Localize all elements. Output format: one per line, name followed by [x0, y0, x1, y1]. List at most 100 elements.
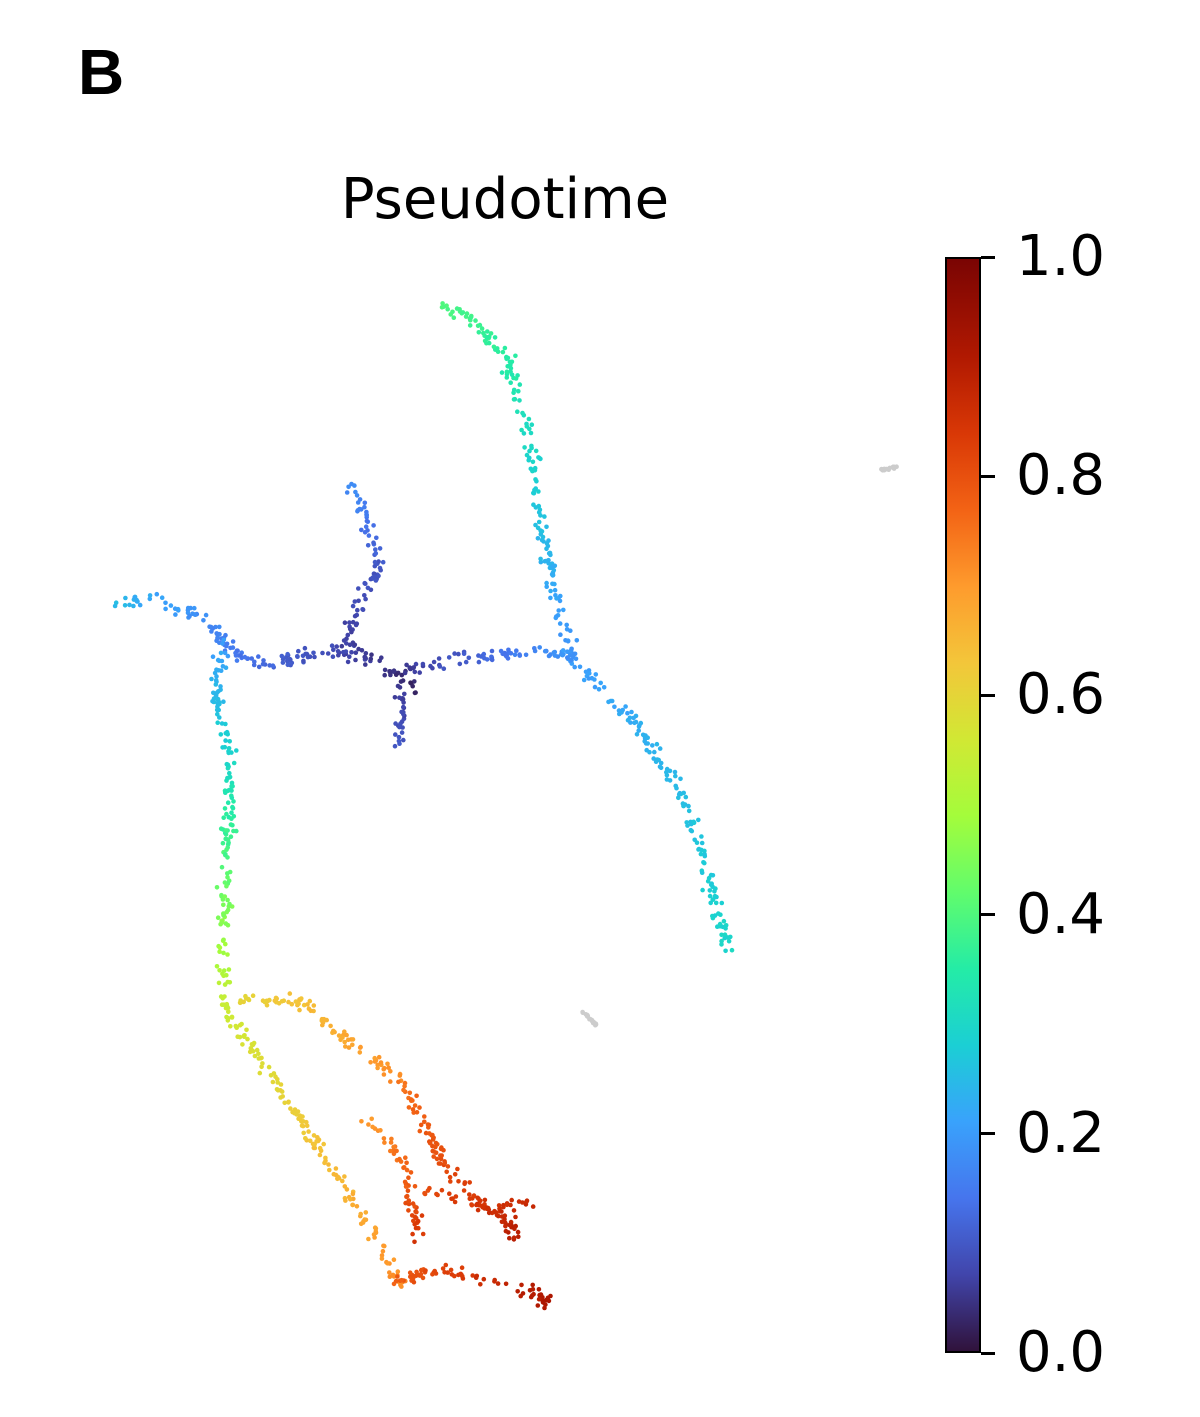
cell-point — [287, 991, 293, 996]
cell-point — [664, 772, 670, 778]
cell-point — [404, 1193, 410, 1199]
cell-point — [492, 1209, 498, 1214]
cell-point — [515, 1229, 521, 1235]
cell-point — [574, 638, 580, 643]
cell-point — [159, 595, 165, 600]
colorbar-tick — [981, 1132, 995, 1136]
cell-point — [201, 618, 206, 623]
cell-point — [583, 669, 589, 675]
cell-point — [452, 1172, 458, 1177]
colorbar-tick-label: 0.6 — [1016, 662, 1106, 728]
cell-point — [689, 828, 695, 834]
cell-point — [234, 658, 240, 663]
cell-point — [700, 887, 705, 893]
cell-point — [533, 477, 538, 482]
cell-point — [427, 1131, 432, 1136]
cell-point — [463, 659, 469, 665]
cell-point — [504, 1202, 510, 1208]
cell-point — [699, 870, 705, 875]
cell-point — [224, 883, 229, 889]
cell-point — [307, 998, 313, 1004]
cell-point — [218, 826, 224, 831]
cell-point — [219, 864, 225, 870]
cell-point — [163, 600, 168, 606]
cell-point — [883, 466, 889, 472]
cell-point — [385, 1061, 390, 1067]
cell-point — [527, 455, 532, 461]
cell-point — [565, 638, 571, 643]
cell-point — [520, 1291, 526, 1296]
cell-point — [275, 1080, 281, 1085]
cell-point — [260, 661, 266, 667]
cell-point — [343, 1198, 348, 1203]
cell-point — [656, 757, 661, 763]
cell-point — [544, 546, 549, 552]
cell-point — [498, 648, 504, 654]
cell-point — [270, 1079, 276, 1085]
cell-point — [418, 1122, 424, 1128]
cell-point — [476, 330, 482, 335]
cell-point — [211, 690, 216, 696]
cell-point — [372, 1235, 377, 1240]
cell-point — [422, 1190, 427, 1196]
cell-point — [362, 530, 368, 535]
cell-point — [122, 603, 128, 608]
cell-point — [378, 567, 384, 573]
cell-point — [411, 1110, 417, 1115]
cell-point — [485, 1205, 491, 1211]
cell-point — [296, 648, 301, 654]
cell-point — [312, 1142, 317, 1147]
cell-point — [702, 860, 707, 866]
cell-point — [227, 980, 233, 985]
cell-point — [513, 376, 519, 381]
cell-point — [221, 637, 227, 643]
cell-point — [311, 650, 316, 656]
cell-point — [361, 1219, 366, 1224]
cell-point — [530, 1293, 535, 1298]
cell-point — [187, 613, 192, 619]
cell-point — [350, 1191, 356, 1197]
cell-point — [342, 1039, 348, 1045]
cell-point — [357, 506, 362, 512]
cell-point — [719, 900, 725, 906]
colorbar — [945, 257, 981, 1353]
cell-point — [516, 388, 521, 394]
cell-point — [397, 1156, 402, 1162]
cell-point — [222, 894, 228, 899]
cell-point — [433, 1144, 438, 1150]
cell-point — [404, 1160, 409, 1166]
cell-point — [467, 1180, 473, 1185]
cell-point — [447, 1174, 453, 1180]
cell-point — [242, 654, 248, 660]
cell-point — [473, 1275, 479, 1280]
cell-point — [512, 396, 518, 402]
cell-point — [598, 680, 603, 686]
cell-point — [408, 680, 414, 686]
cell-point — [217, 715, 222, 720]
cell-point — [536, 1287, 542, 1292]
cell-point — [227, 770, 232, 776]
cell-point — [289, 1001, 295, 1007]
cell-point — [220, 664, 226, 669]
cell-point — [499, 370, 505, 375]
cell-point — [147, 593, 153, 598]
cell-point — [538, 556, 543, 562]
cell-point — [210, 699, 215, 704]
cell-point — [692, 837, 697, 843]
colorbar-tick-label: 1.0 — [1016, 224, 1106, 289]
cell-point — [413, 1273, 419, 1278]
cell-point — [557, 598, 563, 604]
cell-point — [374, 535, 379, 541]
cell-point — [418, 1271, 424, 1277]
cell-point — [568, 657, 574, 663]
cell-point — [245, 1036, 250, 1042]
cell-point — [223, 921, 229, 926]
cell-point — [474, 1202, 479, 1208]
cell-point — [445, 306, 451, 312]
cell-point — [379, 1253, 385, 1258]
cell-point — [235, 648, 240, 653]
cell-point — [513, 1214, 518, 1220]
cell-point — [722, 932, 728, 937]
cell-point — [350, 603, 356, 609]
